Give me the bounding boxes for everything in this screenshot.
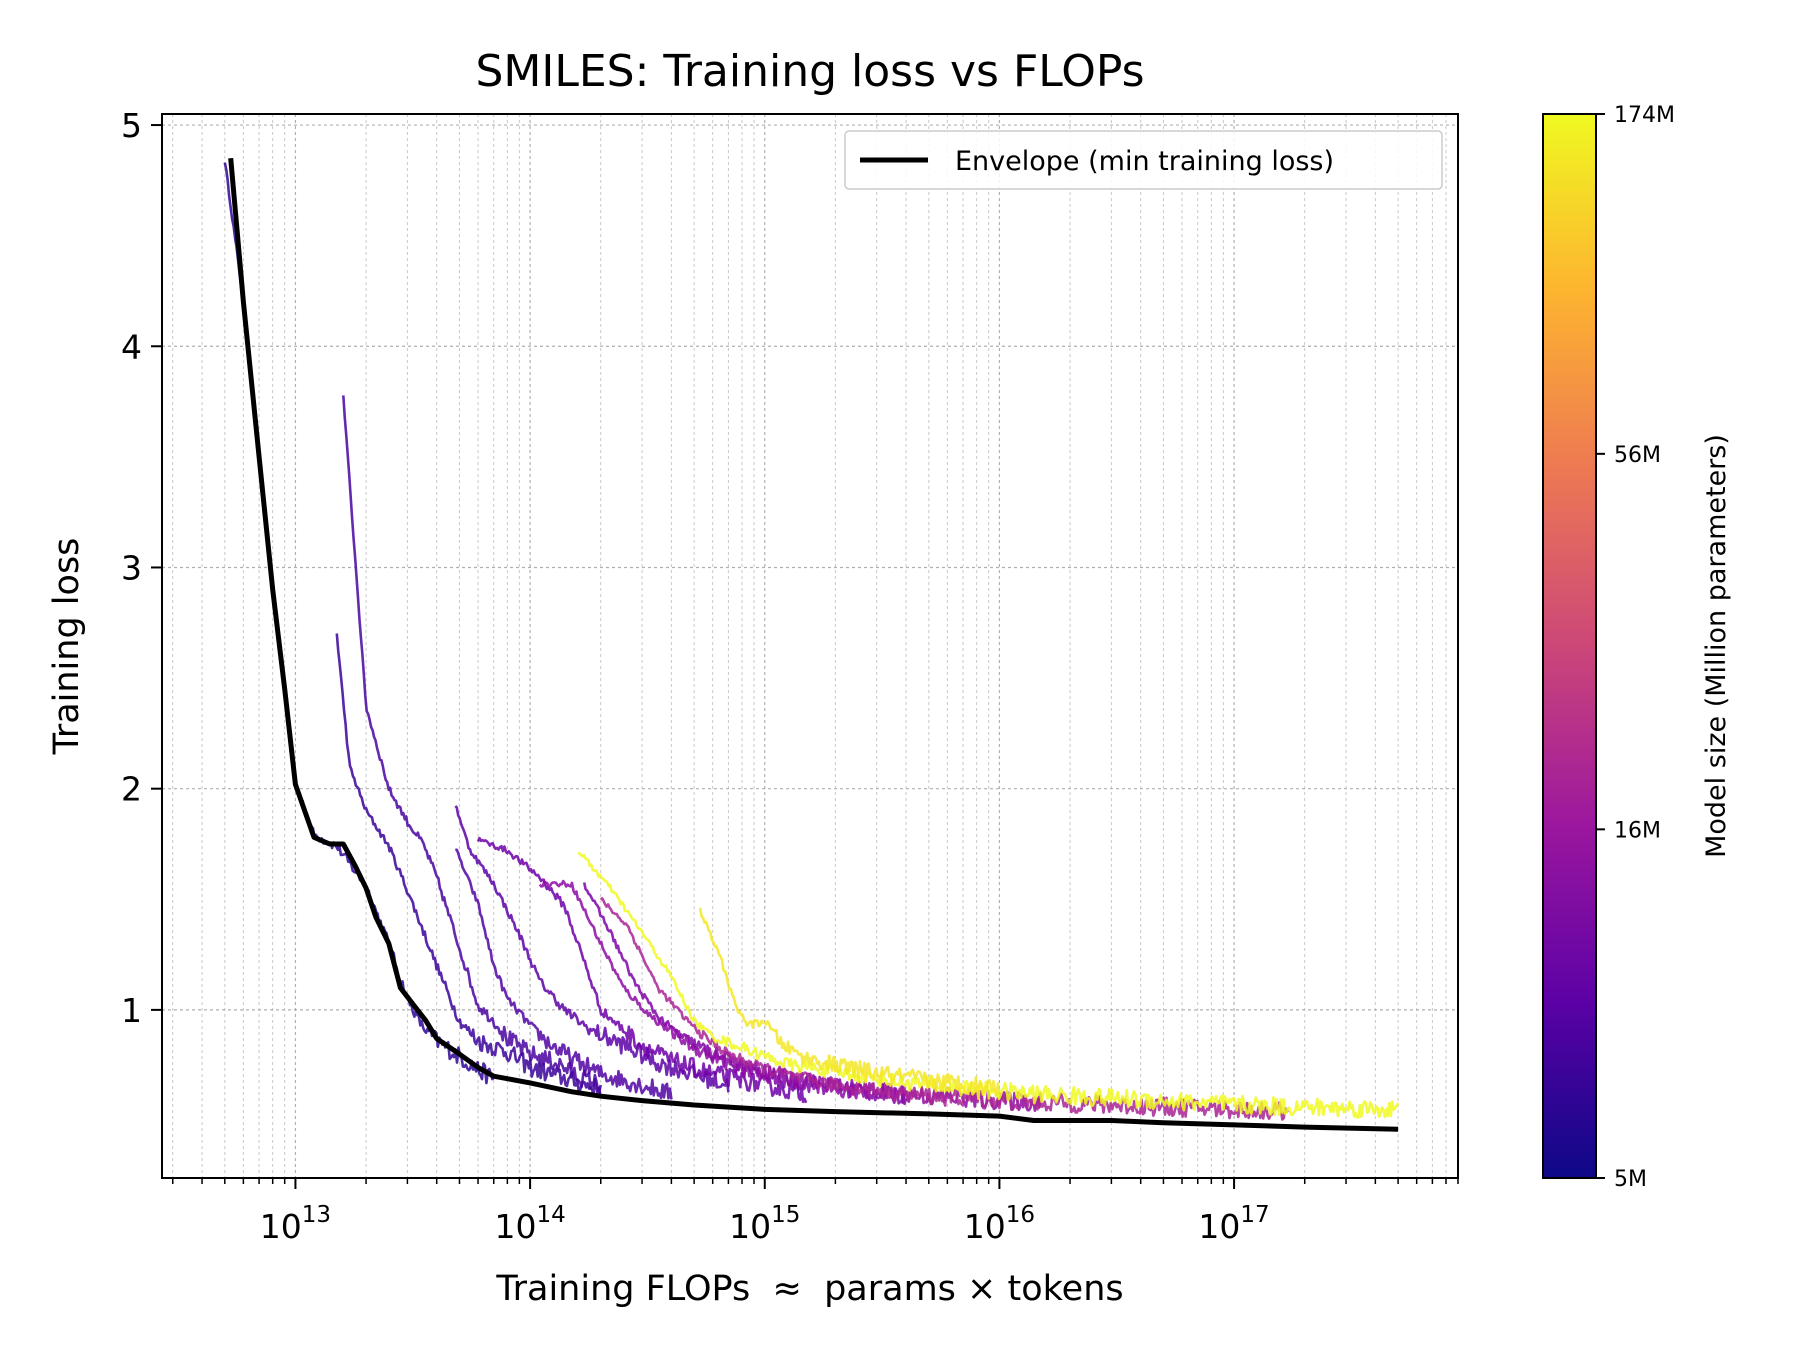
envelope-line bbox=[228, 157, 1399, 1132]
grid bbox=[162, 114, 1459, 1178]
colorbar-tick-label: 5M bbox=[1614, 1167, 1647, 1192]
colorbar-gradient bbox=[1542, 113, 1597, 1179]
x-axis-label: Training FLOPs ≈ params × tokens bbox=[495, 1269, 1123, 1309]
x-tick-label-base: 10 bbox=[494, 1207, 536, 1246]
colorbar-tick-label: 16M bbox=[1614, 818, 1661, 843]
x-tick-label-exponent: 16 bbox=[1006, 1202, 1035, 1228]
x-tick-label-exponent: 17 bbox=[1240, 1202, 1269, 1228]
legend: Envelope (min training loss) bbox=[844, 130, 1443, 190]
x-tick-label: 1017 bbox=[1198, 1202, 1269, 1246]
series-line-174M bbox=[577, 851, 1400, 1119]
legend-box bbox=[844, 130, 1443, 190]
x-tick-label-base: 10 bbox=[260, 1207, 302, 1246]
legend-envelope-label: Envelope (min training loss) bbox=[955, 146, 1334, 177]
envelope-layer bbox=[228, 157, 1399, 1132]
y-axis: 1 2 3 4 5 bbox=[121, 106, 162, 1030]
colorbar-tick-label: 56M bbox=[1614, 443, 1661, 468]
x-tick-label-base: 10 bbox=[729, 1207, 771, 1246]
x-tick-label-exponent: 14 bbox=[536, 1202, 565, 1228]
x-tick-label: 1015 bbox=[729, 1202, 800, 1246]
y-tick-label: 1 bbox=[121, 991, 142, 1030]
x-tick-label-exponent: 15 bbox=[771, 1202, 800, 1228]
y-axis-label: Training loss bbox=[47, 538, 87, 756]
x-tick-label-base: 10 bbox=[1198, 1207, 1240, 1246]
plot-frame bbox=[161, 113, 1459, 1179]
y-tick-label: 3 bbox=[121, 548, 142, 587]
series-line-10M bbox=[342, 395, 602, 1094]
series-line-13M bbox=[455, 848, 673, 1100]
colorbar-label: Model size (Million parameters) bbox=[1701, 434, 1732, 858]
series-line-24M bbox=[476, 836, 808, 1104]
y-tick-label: 5 bbox=[121, 106, 142, 145]
x-tick-label-base: 10 bbox=[964, 1207, 1006, 1246]
x-axis: 1013 1014 1015 1016 1017 bbox=[171, 1178, 1459, 1246]
x-tick-label: 1016 bbox=[964, 1202, 1035, 1246]
x-tick-label-exponent: 13 bbox=[302, 1202, 331, 1228]
x-tick-label: 1013 bbox=[260, 1202, 331, 1246]
colorbar-tick-label: 174M bbox=[1614, 103, 1675, 128]
x-tick-label: 1014 bbox=[494, 1202, 565, 1246]
chart-title: SMILES: Training loss vs FLOPs bbox=[475, 46, 1144, 97]
y-tick-label: 4 bbox=[121, 327, 142, 366]
y-tick-label: 2 bbox=[121, 770, 142, 809]
series-line-174M-b bbox=[698, 907, 1001, 1098]
colorbar: 5M 16M 56M 174M Model size (Million paramet… bbox=[1542, 103, 1732, 1192]
colorbar-ticks: 5M 16M 56M 174M bbox=[1596, 103, 1675, 1192]
series-line-64M bbox=[599, 897, 1290, 1121]
